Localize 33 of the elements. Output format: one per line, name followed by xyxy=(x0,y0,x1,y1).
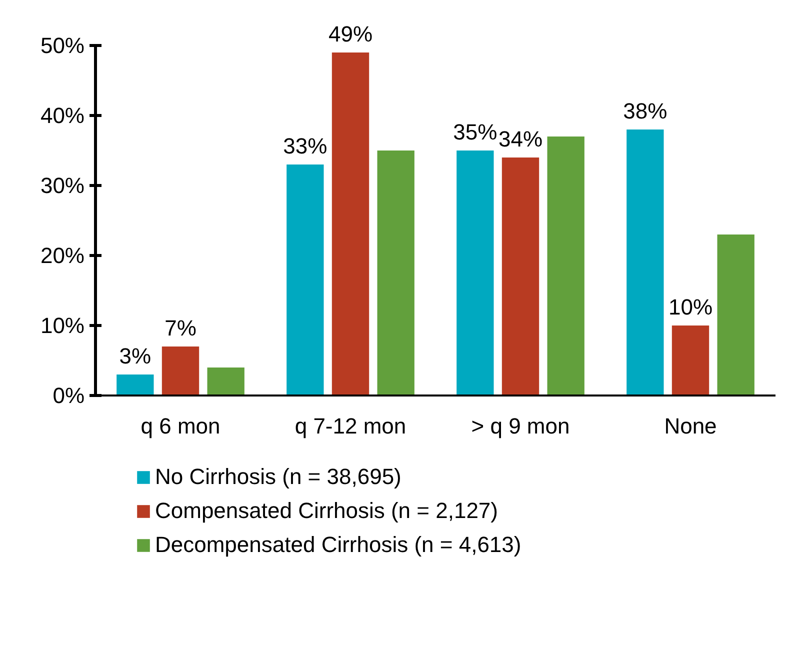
bar xyxy=(717,234,754,396)
bar xyxy=(377,150,414,396)
legend-label: Compensated Cirrhosis (n = 2,127) xyxy=(155,498,498,524)
data-label: 35% xyxy=(453,120,498,144)
data-label: 34% xyxy=(498,126,543,152)
legend-label: No Cirrhosis (n = 38,695) xyxy=(155,464,402,490)
y-tick-label: 50% xyxy=(40,33,85,58)
data-label: 49% xyxy=(328,22,373,46)
x-tick-label: q 7-12 mon xyxy=(294,414,406,438)
x-tick-label: q 6 mon xyxy=(140,414,220,438)
bar xyxy=(162,346,200,396)
bar xyxy=(672,326,710,396)
bar xyxy=(207,368,244,396)
legend-label: Decompensated Cirrhosis (n = 4,613) xyxy=(155,532,522,558)
y-tick-label: 20% xyxy=(40,243,85,268)
y-tick-label: 40% xyxy=(40,103,85,128)
bar xyxy=(626,130,664,396)
bar xyxy=(332,52,370,396)
bar xyxy=(547,136,584,396)
data-label: 10% xyxy=(668,294,713,320)
bar xyxy=(116,374,154,396)
y-tick-label: 10% xyxy=(40,313,85,338)
y-tick-label: 0% xyxy=(52,383,84,408)
data-label: 3% xyxy=(119,344,152,368)
bar xyxy=(286,164,324,396)
y-tick-label: 30% xyxy=(40,173,85,198)
data-label: 7% xyxy=(164,316,196,340)
bar xyxy=(502,158,540,396)
data-label: 33% xyxy=(283,134,328,158)
bar xyxy=(456,150,494,396)
x-tick-label: None xyxy=(664,414,717,438)
data-label: 38% xyxy=(623,98,668,124)
x-tick-label: > q 9 mon xyxy=(471,414,570,438)
